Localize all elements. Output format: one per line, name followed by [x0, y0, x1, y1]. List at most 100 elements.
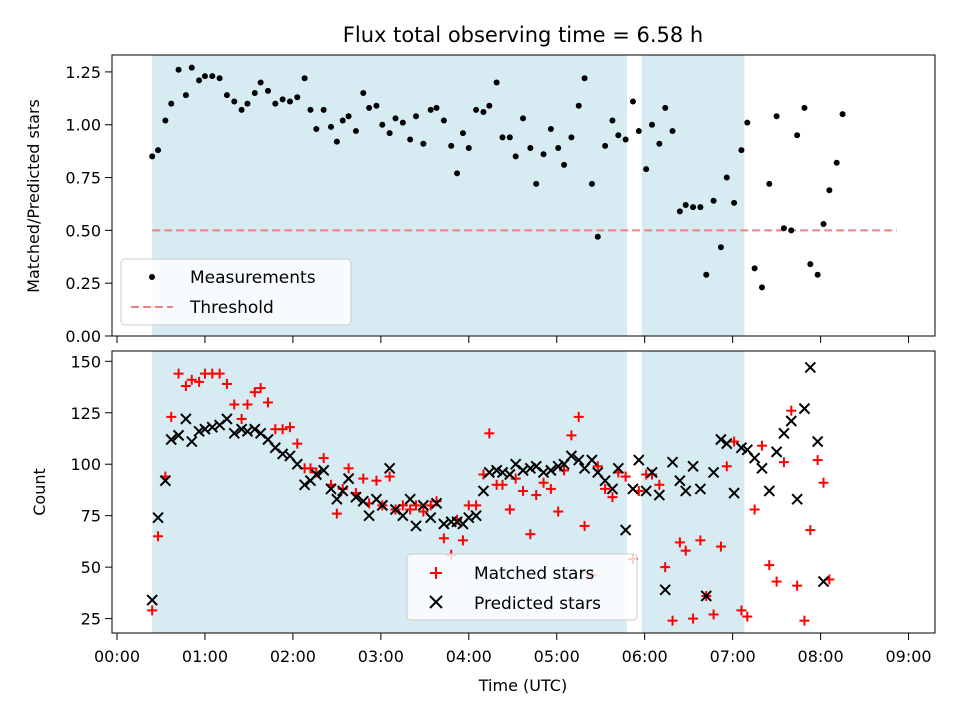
- predicted-star-point: [748, 452, 761, 464]
- measurement-point: [413, 113, 420, 120]
- measurement-point: [751, 265, 758, 272]
- measurement-point: [703, 271, 710, 278]
- matched-star-point: [504, 504, 515, 515]
- top-y-tick-label: 0.00: [65, 327, 101, 346]
- measurement-point: [320, 106, 327, 113]
- matched-star-point: [284, 422, 295, 433]
- chart-title: Flux total observing time = 6.58 h: [343, 23, 703, 47]
- matched-star-point: [153, 531, 164, 542]
- legend-measurements-marker: [149, 274, 155, 280]
- predicted-star-point: [383, 462, 396, 475]
- measurement-point: [360, 90, 367, 97]
- matched-star-point: [688, 613, 699, 624]
- measurement-point: [839, 111, 846, 118]
- measurement-point: [333, 138, 340, 145]
- bottom-y-ticks: 25 50 75 100 125 150: [70, 352, 112, 629]
- measurement-point: [399, 119, 406, 126]
- measurement-point: [251, 90, 258, 97]
- predicted-star-point: [165, 433, 177, 446]
- bottom-legend-box: [406, 553, 638, 621]
- matched-star-point: [510, 473, 521, 484]
- top-legend-box: [120, 258, 352, 326]
- predicted-star-point: [310, 468, 323, 481]
- bottom-panel: 25 50 75 100 125 150 00:00 01:00 02:00 03:00 04:0…: [30, 350, 936, 695]
- predicted-star-point: [424, 512, 437, 524]
- predicted-star-point: [357, 495, 369, 507]
- measurement-point: [594, 233, 601, 240]
- measurement-point: [454, 170, 461, 177]
- bottom-x-ticks: 00:00 01:00 02:00 03:00 04:00 05:00 06:00 07:00…: [94, 633, 932, 666]
- matched-star-point: [358, 473, 369, 484]
- predicted-star-point: [666, 456, 679, 468]
- matched-star-point: [292, 438, 303, 449]
- matched-star-point: [799, 615, 810, 626]
- top-y-tick-label: 0.25: [65, 274, 101, 293]
- measurement-point: [294, 94, 301, 101]
- measurement-point: [629, 98, 636, 105]
- matched-star-point: [742, 611, 753, 622]
- predicted-star-point: [573, 454, 585, 466]
- matched-star-point: [654, 479, 665, 490]
- measurement-point: [758, 284, 765, 291]
- matched-star-point: [236, 413, 247, 424]
- matched-star-point: [579, 520, 590, 531]
- x-tick-label: 09:00: [885, 647, 931, 666]
- matched-star-point: [607, 492, 618, 503]
- bottom-y-axis-label: Count: [30, 468, 49, 516]
- predicted-star-point: [565, 450, 578, 462]
- bottom-legend: Matched stars Predicted stars: [406, 553, 638, 621]
- predicted-star-point: [337, 485, 349, 497]
- matched-star-point: [600, 483, 611, 494]
- measurement-point: [643, 166, 650, 173]
- predicted-star-point: [756, 462, 768, 475]
- bottom-y-tick-label: 125: [70, 404, 101, 423]
- measurement-point: [635, 128, 642, 135]
- predicted-star-point: [586, 454, 598, 466]
- x-tick-label: 00:00: [94, 647, 140, 666]
- matched-star-point: [229, 399, 240, 410]
- measurement-point: [352, 128, 359, 135]
- predicted-star-point: [350, 491, 362, 503]
- predicted-star-point: [811, 435, 824, 448]
- matched-star-point: [721, 461, 732, 472]
- top-y-axis-label: Matched/Predicted stars: [24, 99, 43, 293]
- matched-star-point: [566, 430, 577, 441]
- measurement-point: [373, 102, 380, 109]
- matched-star-point: [695, 535, 706, 546]
- predicted-star-point: [817, 575, 830, 588]
- top-shaded-region: [641, 55, 745, 336]
- predicted-star-point: [545, 464, 557, 477]
- measurement-point: [420, 140, 427, 147]
- predicted-star-point: [791, 493, 803, 505]
- matched-star-point: [331, 508, 342, 519]
- measurement-point: [407, 136, 414, 143]
- predicted-star-point: [221, 413, 233, 425]
- measurement-point: [257, 79, 264, 86]
- legend-matched-marker: [430, 567, 442, 579]
- measurement-point: [328, 123, 335, 130]
- measurement-point: [307, 106, 314, 113]
- x-tick-label: 08:00: [798, 647, 844, 666]
- matched-star-point: [812, 455, 823, 466]
- matched-star-point: [255, 383, 266, 394]
- measurement-point: [738, 147, 745, 154]
- measurements-series: [149, 64, 846, 291]
- measurement-point: [345, 113, 352, 120]
- measurement-point: [216, 75, 223, 82]
- predicted-star-point: [397, 509, 409, 522]
- top-y-tick-label: 0.75: [65, 169, 101, 188]
- matched-star-point: [764, 560, 775, 571]
- predicted-star-point: [606, 483, 619, 495]
- predicted-star-point: [674, 474, 686, 487]
- matched-star-point: [411, 500, 422, 511]
- matched-star-point: [471, 500, 482, 511]
- predicted-star-point: [785, 415, 797, 427]
- measurement-point: [188, 64, 195, 71]
- matched-star-point: [553, 506, 564, 517]
- measurement-point: [780, 225, 787, 232]
- matched-star-point: [771, 576, 782, 587]
- measurement-point: [690, 204, 697, 211]
- measurement-point: [744, 119, 751, 126]
- measurement-point: [533, 180, 540, 187]
